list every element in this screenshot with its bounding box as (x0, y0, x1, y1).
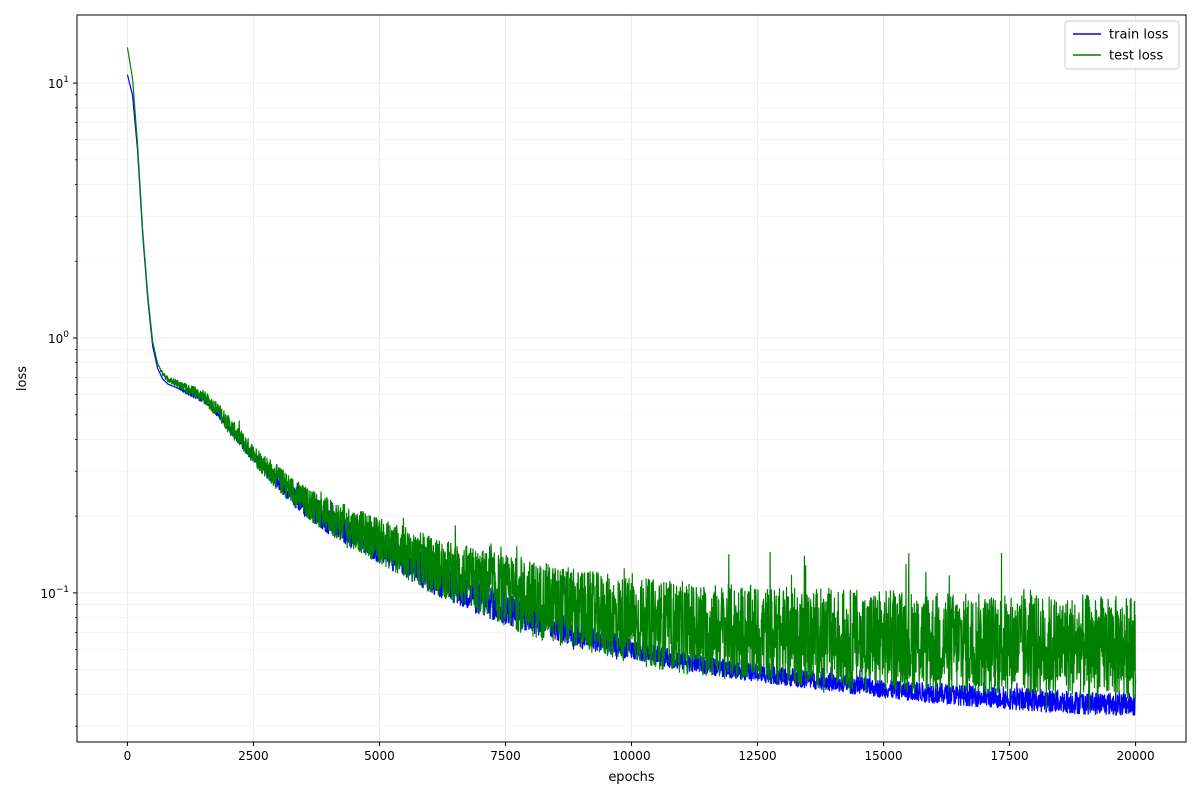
x-tick-label: 15000 (864, 749, 902, 763)
x-tick-label: 0 (124, 749, 132, 763)
x-tick-label: 12500 (738, 749, 776, 763)
legend: train loss test loss (1064, 20, 1180, 70)
x-tick-label: 7500 (490, 749, 521, 763)
x-tick-label: 17500 (990, 749, 1028, 763)
x-tick-label: 20000 (1116, 749, 1154, 763)
y-axis-label: loss (15, 366, 30, 391)
series-layer (126, 47, 1137, 716)
y-tick-label: 100 (48, 330, 69, 346)
x-tick-label: 5000 (364, 749, 395, 763)
y-tick-label: 10−1 (40, 585, 69, 601)
legend-box (1064, 20, 1180, 70)
x-tick-label: 2500 (238, 749, 269, 763)
legend-label: test loss (1109, 49, 1163, 64)
legend-label: train loss (1109, 28, 1169, 43)
x-axis: 0 2500 5000 7500 10000 12500 15000 17500 20000 (124, 742, 1155, 763)
y-tick-label: 101 (48, 75, 69, 91)
x-axis-label: epochs (608, 770, 655, 785)
test-loss-line (126, 47, 1137, 711)
x-tick-label: 10000 (612, 749, 650, 763)
y-axis: 10−1 100 101 (40, 75, 77, 727)
